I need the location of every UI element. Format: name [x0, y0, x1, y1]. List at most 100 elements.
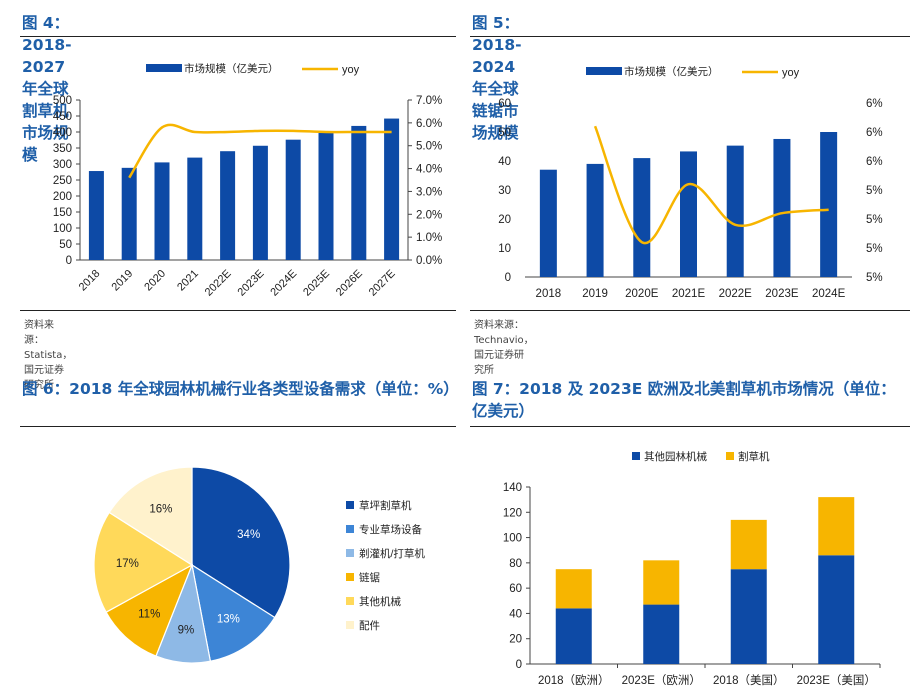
bar: [539, 169, 557, 277]
bar: [586, 163, 604, 277]
y-tick-label: 140: [503, 482, 522, 494]
x-tick-label: 2021E: [672, 288, 706, 300]
bar: [351, 125, 367, 260]
legend-swatch: [346, 573, 354, 581]
bar: [154, 162, 170, 260]
y-tick-label: 20: [498, 214, 511, 226]
y-tick-label: 450: [53, 111, 72, 123]
legend-label: 其他机械: [359, 595, 401, 608]
title-rule: [20, 426, 456, 427]
bar: [318, 132, 334, 260]
y-tick-label: 40: [498, 156, 511, 168]
y-tick-label: 60: [498, 98, 511, 110]
chart-title: 图 7：2018 及 2023E 欧洲及北美割草机市场情况（单位：亿美元）: [472, 380, 896, 420]
pie-value-label: 11%: [138, 609, 160, 621]
legend-label: 剃灌机/打草机: [359, 547, 425, 560]
y-tick-label: 40: [509, 608, 522, 620]
y2-tick-label: 0.0%: [416, 255, 442, 267]
y2-tick-label: 5%: [866, 214, 883, 226]
pie-value-label: 9%: [178, 624, 195, 636]
x-tick-label: 2018: [536, 288, 562, 300]
stacked-bar-segment: [555, 569, 592, 609]
legend-swatch-bar: [146, 64, 182, 72]
legend-label: 链锯: [359, 571, 380, 584]
stacked-bar-segment: [730, 519, 767, 570]
stacked-bar-segment: [818, 497, 855, 556]
stacked-bar-segment: [643, 560, 680, 605]
y-tick-label: 400: [53, 127, 72, 139]
bar: [820, 132, 838, 277]
bar: [88, 171, 104, 260]
chart-title: 图 6：2018 年全球园林机械行业各类型设备需求（单位：%）: [22, 380, 459, 398]
legend-swatch: [346, 525, 354, 533]
legend-swatch: [346, 621, 354, 629]
pie-slice: [93, 511, 194, 614]
legend-label: yoy: [782, 67, 800, 79]
source-rule: [20, 310, 456, 311]
legend-swatch: [346, 549, 354, 557]
y2-tick-label: 3.0%: [416, 186, 442, 198]
x-tick-label: 2022E: [719, 288, 753, 300]
legend-swatch: [726, 452, 734, 460]
bar: [726, 145, 744, 277]
y-tick-label: 500: [53, 95, 72, 107]
stacked-bar-segment: [730, 569, 767, 664]
y-tick-label: 150: [53, 207, 72, 219]
y-tick-label: 30: [498, 185, 511, 197]
y2-tick-label: 2.0%: [416, 209, 442, 221]
y-tick-label: 120: [503, 507, 522, 519]
y-tick-label: 0: [516, 659, 522, 671]
stacked-bar-segment: [818, 555, 855, 664]
y2-tick-label: 6.0%: [416, 118, 442, 130]
bar: [252, 145, 268, 260]
pie-slice: [108, 466, 193, 567]
legend-swatch: [346, 501, 354, 509]
y-tick-label: 350: [53, 143, 72, 155]
y-tick-label: 50: [59, 239, 72, 251]
y2-tick-label: 7.0%: [416, 95, 442, 107]
legend-label: 草坪割草机: [359, 499, 412, 512]
y2-tick-label: 5%: [866, 243, 883, 255]
bar: [220, 151, 236, 260]
bar: [121, 167, 137, 260]
bar: [680, 151, 697, 277]
pie-value-label: 17%: [116, 558, 139, 570]
x-tick-label: 2018（美国）: [713, 673, 785, 687]
legend-swatch: [632, 452, 640, 460]
title-rule: [470, 36, 910, 37]
x-tick-label: 2023E: [765, 288, 799, 300]
source-rule: [470, 310, 910, 311]
pie-value-label: 34%: [237, 529, 260, 541]
legend-label: 市场规模（亿美元）: [184, 62, 279, 75]
pie-value-label: 16%: [149, 503, 172, 515]
yoy-line: [128, 123, 392, 179]
bar: [384, 118, 400, 260]
y-tick-label: 10: [498, 243, 511, 255]
stacked-bar-segment: [643, 604, 680, 664]
chart-title: 图 4：2018-2027 年全球割草机市场规模: [22, 14, 72, 164]
y2-tick-label: 6%: [866, 127, 883, 139]
y-tick-label: 300: [53, 159, 72, 171]
x-tick-label: 2023E（美国）: [797, 673, 876, 687]
x-tick-label: 2019: [582, 288, 608, 300]
x-tick-label: 2023E（欧洲）: [622, 674, 701, 687]
legend-label: 割草机: [738, 450, 770, 463]
bar: [773, 138, 791, 277]
y2-tick-label: 1.0%: [416, 232, 442, 244]
y-tick-label: 200: [53, 191, 72, 203]
legend-label: 其他园林机械: [644, 450, 707, 463]
legend-label: 配件: [359, 620, 380, 632]
pie-slice: [105, 563, 194, 657]
y2-tick-label: 6%: [866, 156, 883, 168]
x-tick-label: 2020E: [625, 288, 659, 300]
title-rule: [470, 426, 910, 427]
y-tick-label: 0: [66, 255, 72, 267]
y2-tick-label: 5.0%: [416, 141, 442, 153]
legend-label: yoy: [342, 64, 360, 76]
chart-title: 图 5：2018-2024 年全球链锯市场规模: [472, 14, 522, 142]
pie-slice: [191, 563, 276, 662]
bar: [187, 157, 203, 260]
legend-label: 市场规模（亿美元）: [624, 65, 719, 78]
